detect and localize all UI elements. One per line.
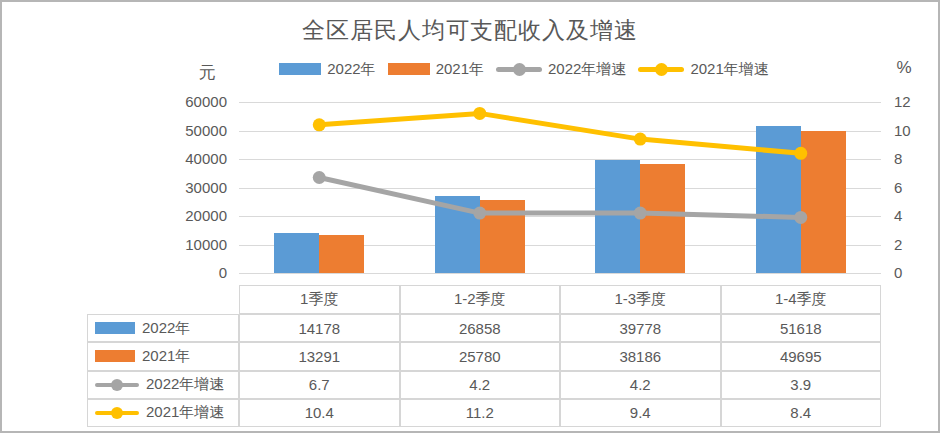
left-axis-tick-label: 60000 <box>132 92 227 112</box>
table-value-cell: 14178 <box>239 314 400 342</box>
table-key-cell-2022年: 2022年 <box>87 314 239 342</box>
left-axis-tick-label: 20000 <box>132 206 227 226</box>
chart-frame: 全区居民人均可支配收入及增速 2022年2021年2022年增速2021年增速 … <box>0 0 940 433</box>
right-axis-tick-label: 2 <box>894 235 939 255</box>
legend-bar-swatch-icon <box>388 63 430 75</box>
point-2021年增速-1季度[interactable] <box>313 118 326 131</box>
table-value-cell: 8.4 <box>721 399 882 427</box>
table-line-marker-icon <box>95 379 139 391</box>
right-axis-tick-label: 12 <box>894 92 939 112</box>
chart-title: 全区居民人均可支配收入及增速 <box>2 15 938 46</box>
table-value-cell: 4.2 <box>400 371 561 399</box>
table-value-cell: 49695 <box>721 342 882 370</box>
table-header-cell: 1-4季度 <box>721 285 882 314</box>
table-key-label: 2021年 <box>142 347 190 366</box>
line-2022年增速[interactable] <box>319 178 801 218</box>
data-table: 1季度1-2季度1-3季度1-4季度 2022年 14178268583977851… <box>87 285 881 427</box>
left-axis-unit-label: 元 <box>187 61 227 84</box>
table-value-cell: 51618 <box>721 314 882 342</box>
right-axis-tick-label: 0 <box>894 263 939 283</box>
left-axis-tick-label: 0 <box>132 263 227 283</box>
table-key-label: 2021年增速 <box>146 403 224 422</box>
marker-dot <box>111 379 123 391</box>
left-axis-tick-label: 40000 <box>132 149 227 169</box>
legend-line-marker-icon <box>638 63 684 76</box>
legend-item-1[interactable]: 2022年 <box>279 60 375 79</box>
table-key-label: 2022年 <box>142 319 190 338</box>
table-key-cell-2022年增速: 2022年增速 <box>87 371 239 399</box>
table-value-cell: 4.2 <box>560 371 721 399</box>
left-axis-tick-label: 50000 <box>132 121 227 141</box>
right-axis-tick-label: 10 <box>894 121 939 141</box>
line-2021年增速[interactable] <box>319 113 801 153</box>
legend-item-label: 2021年增速 <box>690 60 768 79</box>
left-axis-tick-label: 30000 <box>132 178 227 198</box>
right-axis-tick-label: 4 <box>894 206 939 226</box>
chart-legend: 2022年 2021年 2022年增速 2021年增速 <box>200 58 848 80</box>
table-value-cell: 13291 <box>239 342 400 370</box>
point-2021年增速-1-2季度[interactable] <box>473 107 486 120</box>
table-key-label: 2022年增速 <box>146 375 224 394</box>
table-value-cell: 39778 <box>560 314 721 342</box>
point-2021年增速-1-3季度[interactable] <box>634 133 647 146</box>
line-series-layer <box>239 102 881 273</box>
marker-dot <box>111 407 123 419</box>
table-header-cell: 1-3季度 <box>560 285 721 314</box>
legend-bar-swatch-icon <box>279 63 321 75</box>
table-bar-swatch-icon <box>95 350 135 362</box>
table-value-cell: 10.4 <box>239 399 400 427</box>
table-value-cell: 25780 <box>400 342 561 370</box>
table-value-cell: 6.7 <box>239 371 400 399</box>
point-2022年增速-1-3季度[interactable] <box>634 207 647 220</box>
legend-item-label: 2022年 <box>327 60 375 79</box>
legend-item-3[interactable]: 2022年增速 <box>496 60 626 79</box>
right-axis-unit-label: % <box>884 58 924 78</box>
table-value-cell: 11.2 <box>400 399 561 427</box>
table-key-cell-2021年增速: 2021年增速 <box>87 399 239 427</box>
right-axis-tick-label: 6 <box>894 178 939 198</box>
table-header-cell: 1季度 <box>239 285 400 314</box>
right-axis-tick-label: 8 <box>894 149 939 169</box>
legend-item-label: 2022年增速 <box>548 60 626 79</box>
legend-line-marker-icon <box>496 63 542 76</box>
point-2022年增速-1-2季度[interactable] <box>473 207 486 220</box>
left-axis-tick-label: 10000 <box>132 235 227 255</box>
gridline <box>239 273 881 274</box>
table-line-marker-icon <box>95 407 139 419</box>
legend-item-2[interactable]: 2021年 <box>388 60 484 79</box>
table-header-cell: 1-2季度 <box>400 285 561 314</box>
point-2021年增速-1-4季度[interactable] <box>794 147 807 160</box>
marker-dot <box>655 63 668 76</box>
table-key-cell-2021年: 2021年 <box>87 342 239 370</box>
legend-item-label: 2021年 <box>436 60 484 79</box>
point-2022年增速-1-4季度[interactable] <box>794 211 807 224</box>
table-bar-swatch-icon <box>95 322 135 334</box>
table-value-cell: 26858 <box>400 314 561 342</box>
legend-item-4[interactable]: 2021年增速 <box>638 60 768 79</box>
plot-area <box>239 102 881 273</box>
point-2022年增速-1季度[interactable] <box>313 171 326 184</box>
table-value-cell: 9.4 <box>560 399 721 427</box>
table-value-cell: 38186 <box>560 342 721 370</box>
marker-dot <box>513 63 526 76</box>
table-value-cell: 3.9 <box>721 371 882 399</box>
